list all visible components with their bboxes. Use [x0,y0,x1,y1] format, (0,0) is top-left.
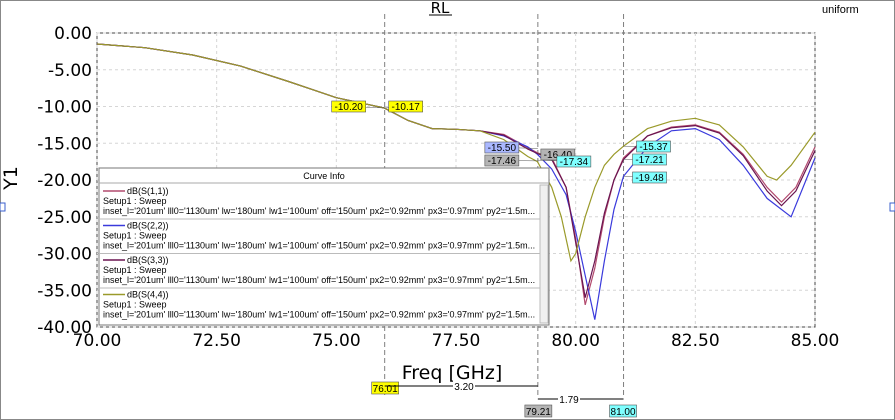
y-tick-label: -25.00 [37,208,92,228]
legend-entry-name: dB(S(3,3)) [127,255,169,265]
x-tick-labels: 70.00 72.50 75.00 77.50 80.00 82.50 85.00 [73,331,840,351]
y-axis-title: Y1 [0,166,22,191]
x-tick-label: 77.50 [432,331,481,351]
marker-value-label: -10.17 [391,102,420,113]
y-tick-label: -35.00 [37,281,92,301]
y-tick-label: -30.00 [37,245,92,265]
marker-value-box[interactable] [388,100,423,113]
right-resize-handle[interactable] [889,202,895,212]
delta-label-2-bg [558,393,580,405]
legend-entry-name: dB(S(2,2)) [127,221,169,231]
marker-value-box[interactable] [632,153,667,166]
curve-info-title: Curve Info [303,171,345,181]
marker-value-label: -16.40 [544,150,573,161]
marker-x-label: 76.01 [373,384,398,395]
legend-entry-setup: Setup1 : Sweep [103,300,167,310]
marker-value-label: -17.21 [635,155,664,166]
delta-label-1: 3.20 [454,382,474,393]
y-tick-label: 0.00 [54,24,92,44]
marker-value-box[interactable] [331,100,366,113]
marker-value-label: -17.46 [488,156,517,167]
x-tick-label: 75.00 [312,331,361,351]
x-tick-label: 70.00 [73,331,122,351]
legend-entry-name: dB(S(4,4)) [127,290,169,300]
legend-entry-params: inset_l='201um' lll0='1130um' lw='180um'… [103,310,535,320]
legend-entry-params: inset_l='201um' lll0='1130um' lw='180um'… [103,241,535,251]
y-tick-label: -15.00 [37,134,92,154]
y-tick-label: -20.00 [37,171,92,191]
marker-x-box[interactable] [524,404,553,418]
marker-x-box[interactable] [609,404,637,418]
legend-entry-setup: Setup1 : Sweep [103,231,167,241]
marker-value-label: -15.50 [488,143,517,154]
legend-entry-params: inset_l='201um' lll0='1130um' lw='180um'… [103,275,535,285]
corner-label: uniform [822,4,859,16]
marker-value-label: -19.48 [635,173,664,184]
y-tick-label: -5.00 [48,61,92,81]
curve-info-box [98,167,550,326]
x-tick-label: 82.50 [671,331,720,351]
marker-x-label: 81.00 [611,407,636,418]
legend-entry-setup: Setup1 : Sweep [103,196,167,206]
left-resize-handle[interactable] [0,202,6,212]
marker-value-box[interactable] [556,155,592,168]
marker-value-label: -10.20 [334,102,363,113]
marker-value-box[interactable] [636,140,671,153]
marker-x-box[interactable] [371,381,399,395]
series-line-4 [96,43,816,263]
delta-label-2: 1.79 [559,395,579,406]
marker-value-box[interactable] [484,154,520,167]
legend-entry-params: inset_l='201um' lll0='1130um' lw='180um'… [103,206,535,216]
legend-entry-setup: Setup1 : Sweep [103,265,167,275]
chart-title: RL [431,0,450,17]
x-tick-label: 72.50 [192,331,241,351]
marker-value-label: -17.34 [560,157,589,168]
y-tick-label: -40.00 [37,318,92,338]
y-tick-label: -10.00 [37,98,92,118]
x-axis-title: Freq [GHz] [402,362,503,384]
delta-label-1-bg [453,380,475,392]
y-tick-labels: 0.00 -5.00 -10.00 -15.00 -20.00 -25.00 -30.00 -… [37,24,92,338]
x-tick-label: 80.00 [551,331,600,351]
marker-value-labels: -10.20 -10.17 -15.50 -17.46 -16.40-17.34 -15.… [331,100,671,184]
delta-labels: 3.20 1.79 [384,380,624,406]
x-tick-label: 85.00 [791,331,840,351]
curve-info-scrollbar[interactable] [539,184,549,324]
curve-info-legend[interactable]: Curve Info dB(S(1,1))Setup1 : Sweepinset… [98,167,550,326]
marker-value-box[interactable] [484,141,520,154]
legend-entry-name: dB(S(1,1)) [127,186,169,196]
marker-x-label: 79.21 [526,407,551,418]
marker-value-label: -15.37 [639,142,668,153]
marker-x-labels: 76.01 79.21 81.00 [371,381,637,418]
marker-value-box[interactable] [632,171,667,184]
